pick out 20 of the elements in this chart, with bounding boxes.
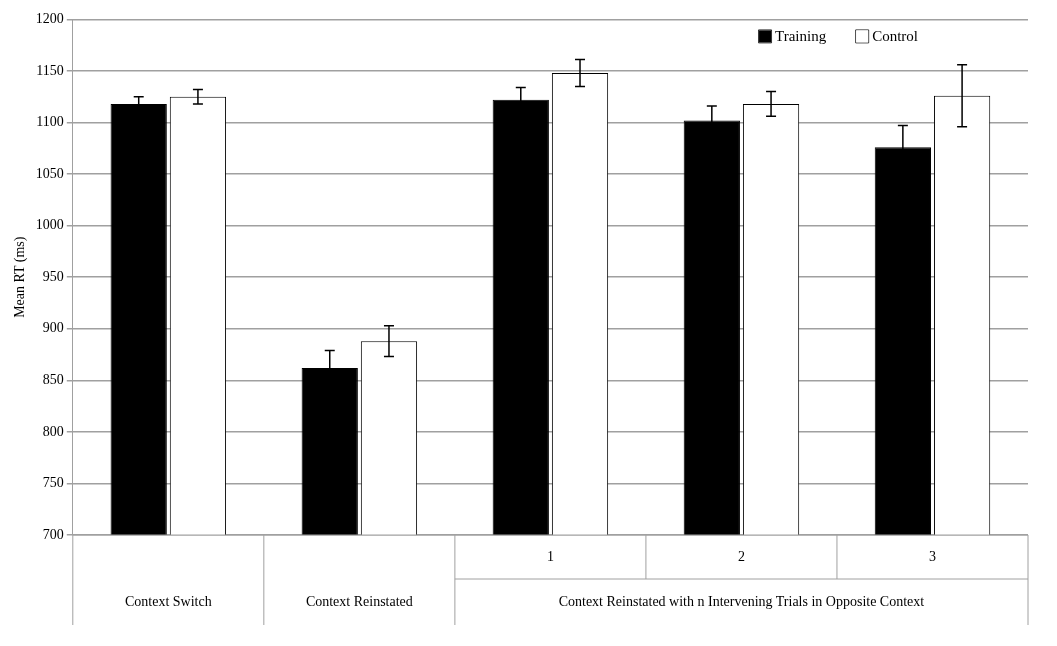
text: Context Reinstated with n Intervening Trials in Opposite Context (558, 593, 925, 609)
y-tick-label: 800 (42, 423, 64, 439)
x-tick-label: Context Switch (124, 593, 212, 609)
y-tick-label: 700 (42, 526, 64, 542)
x-tick-label: 3 (928, 548, 936, 564)
y-tick-label: 1150 (36, 62, 64, 78)
y-tick-label: 900 (42, 320, 64, 336)
y-tick-label: 1050 (35, 165, 64, 181)
y-tick-label: 1000 (35, 217, 64, 233)
legend-label: Training (775, 28, 827, 45)
y-axis-title: Mean RT (ms) (12, 236, 29, 318)
y-tick-label: 750 (42, 475, 64, 491)
y-tick-label: 1100 (36, 114, 64, 130)
y-tick-label: 850 (42, 371, 64, 387)
x-tick-label: Context Reinstated (305, 593, 413, 609)
x-tick-label: 1 (546, 548, 554, 564)
y-tick-label: 950 (42, 268, 64, 284)
y-tick-label: 1200 (35, 11, 64, 27)
legend-label: Control (872, 28, 919, 45)
x-tick-label: 2 (737, 548, 745, 564)
